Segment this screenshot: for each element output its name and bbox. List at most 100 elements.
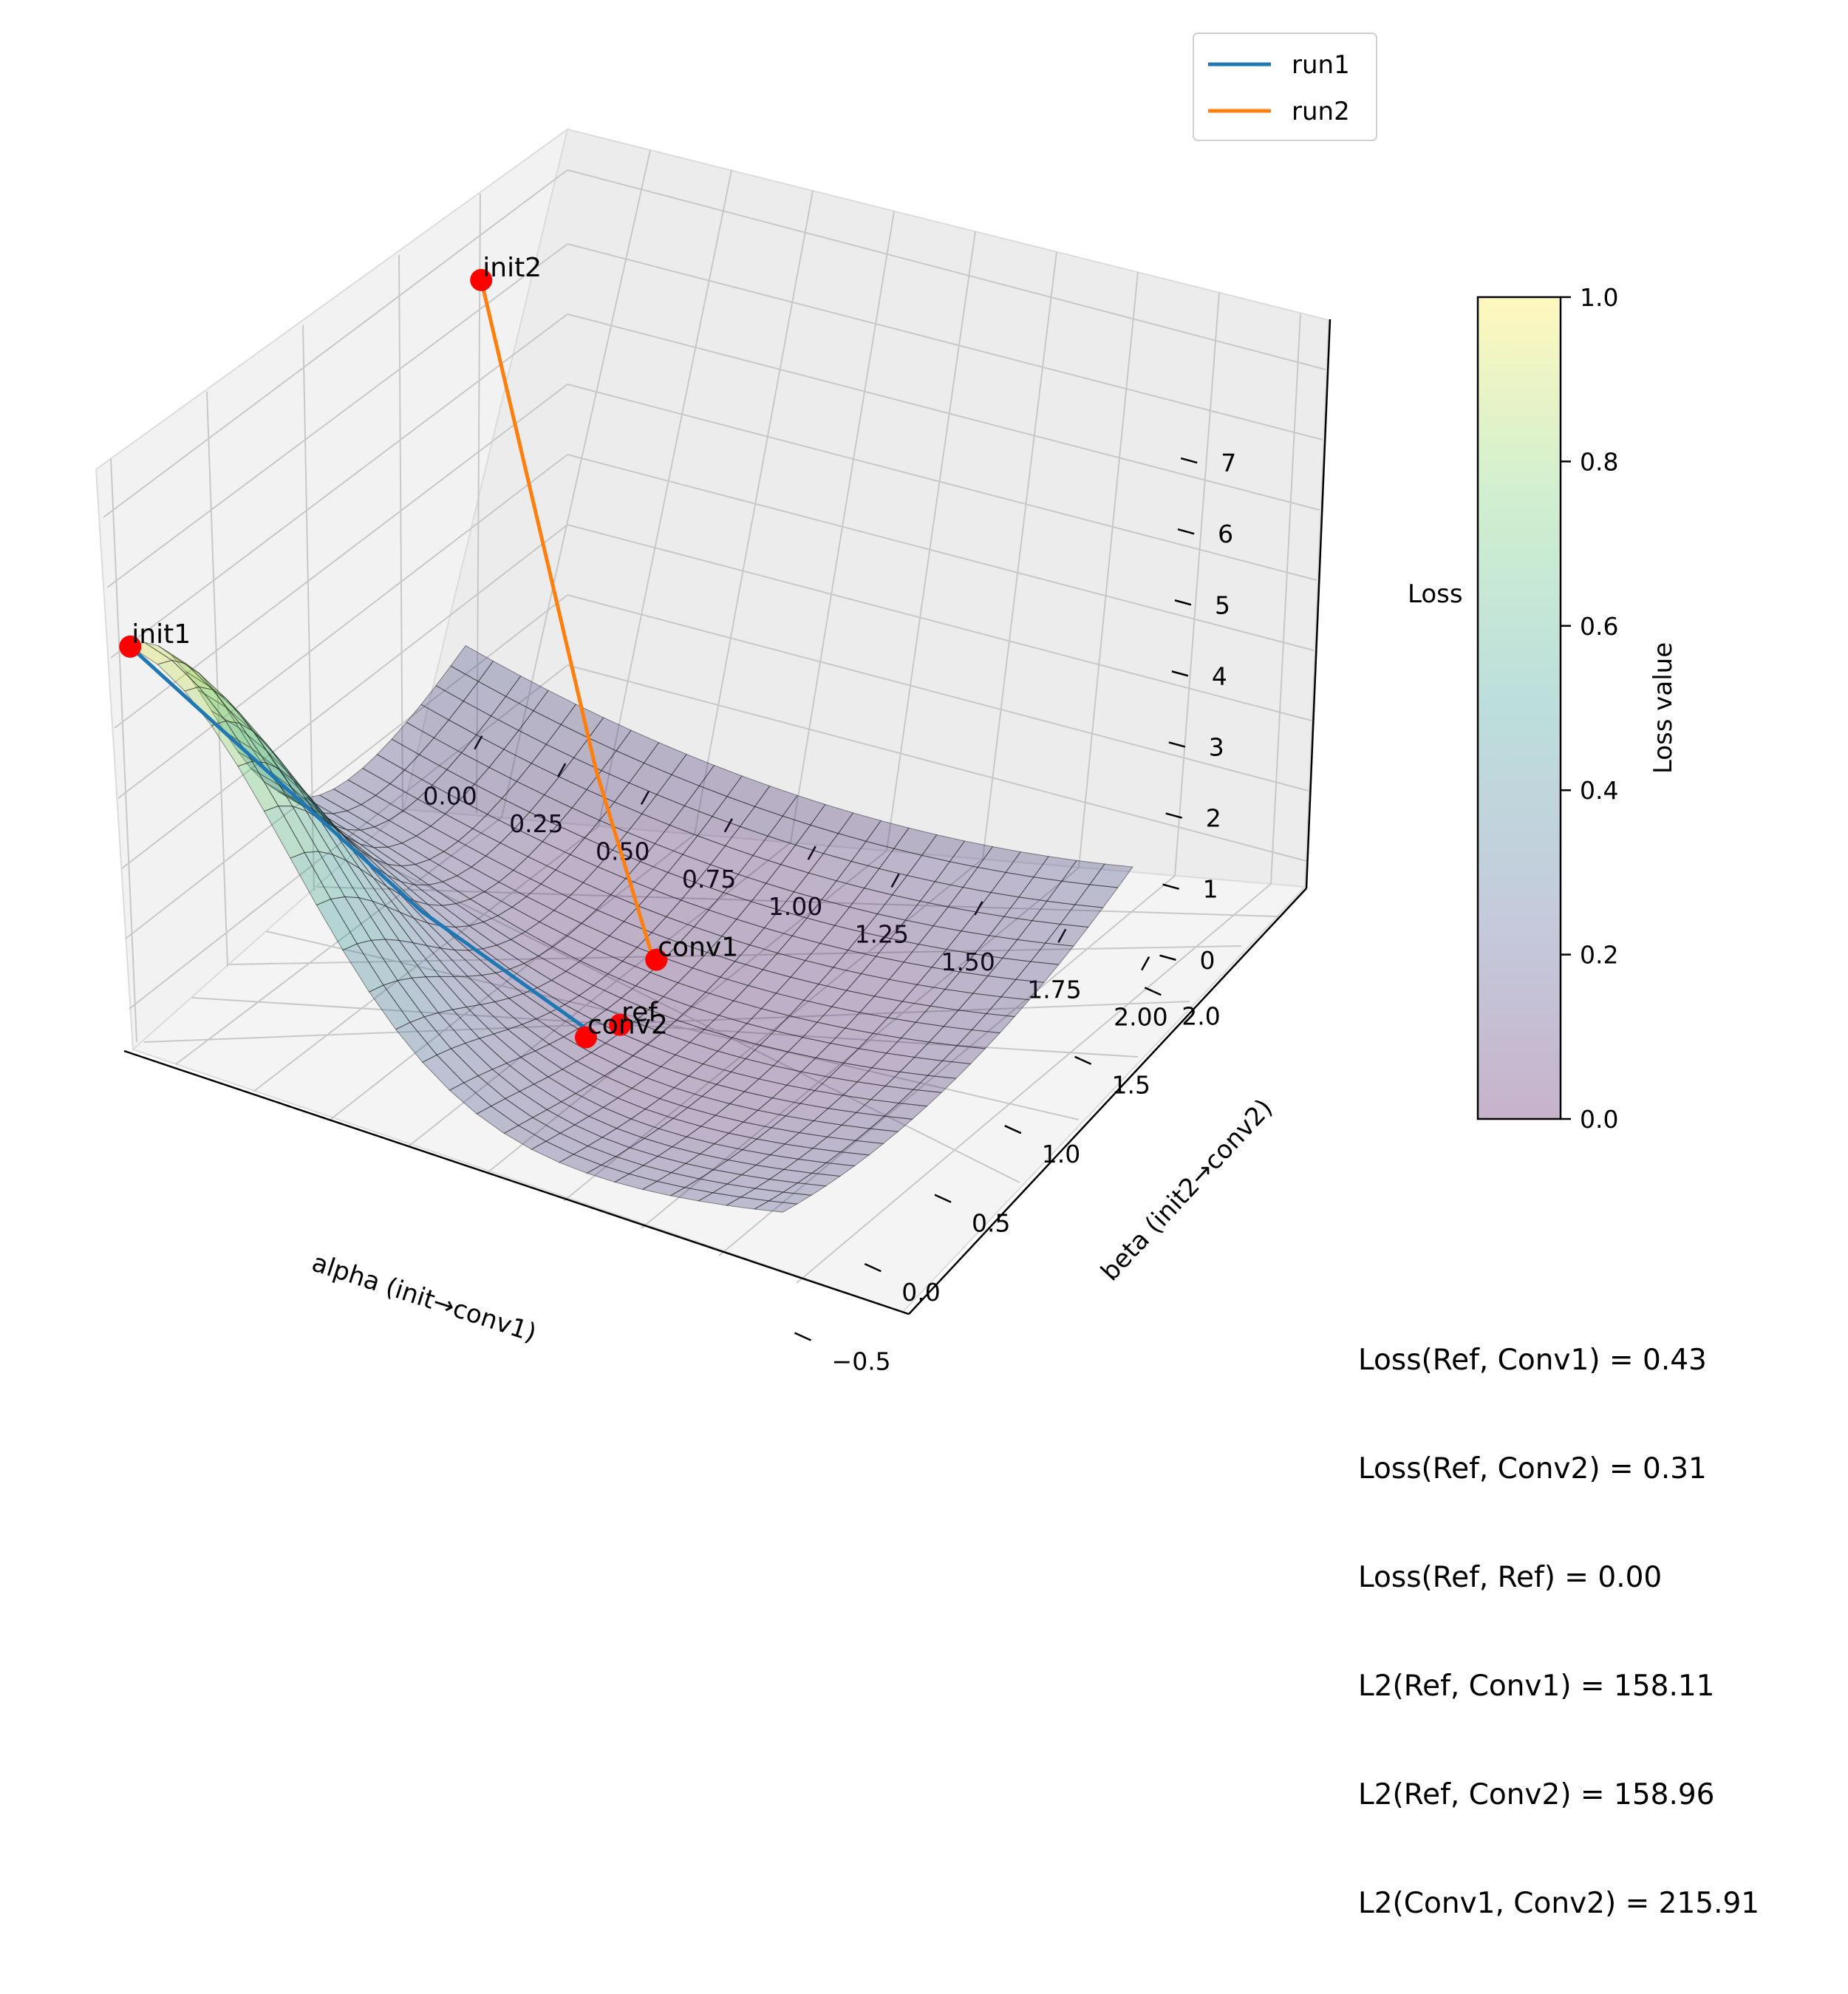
surface-patch [847,931,892,957]
z-tick-labels: 0 1 2 3 4 5 6 7 [1199,449,1236,975]
surface-patch [918,925,963,950]
surface-patch [508,993,552,1020]
x-tick-label: 0.75 [682,865,736,894]
surface-patch [715,1103,759,1123]
surface-patch [508,963,553,989]
surface-patch [628,762,672,795]
surface-patch [460,734,505,768]
surface-patch [426,904,471,928]
surface-patch [316,898,358,951]
surface-patch [293,777,334,825]
surface-patch [423,1012,466,1049]
surface-patch [767,815,811,846]
surface-patch [752,835,797,865]
surface-patch [875,938,920,963]
surface-patch [197,686,241,724]
surface-patch [687,1063,732,1085]
surface-patch [587,1106,633,1129]
surface-patch [641,1180,686,1197]
surface-patch [743,1078,788,1099]
surface-patch [845,973,890,997]
surface-patch [692,952,736,978]
x-tick-mark [640,790,650,805]
surface-patch [279,769,320,812]
surface-patch [642,1155,687,1174]
surface-patch [436,1048,480,1083]
surface-patch [750,882,795,911]
surface-patch [418,737,463,771]
surface-patch [533,690,577,726]
surface-patch [197,689,239,729]
surface-patch [238,727,280,771]
surface-patch [386,863,430,885]
surface-patch [345,860,388,908]
surface-patch [560,1092,604,1117]
z-tick-mark [1159,954,1176,961]
surface-patch [384,939,427,979]
surface-patch [697,1192,743,1206]
trajectory-run1 [129,645,587,1031]
surface-patch [912,1075,958,1093]
x-tick-label: 0.00 [423,782,477,811]
surface-patch [809,803,854,834]
surface-patch [466,975,510,1003]
surface-patch [517,1117,562,1142]
surface-patch [548,1036,593,1062]
surface-patch [443,840,487,868]
surface-patch [239,712,281,760]
surface-patch [836,860,880,889]
surface-patch [157,659,200,692]
surface-patch [725,1197,771,1210]
surface-patch [457,828,502,857]
axis-edges [123,319,1332,1316]
surface-patch [608,921,652,948]
surface-patch [904,900,949,927]
surface-patch [454,925,498,950]
surface-patch [770,1115,815,1134]
surface-patch [726,1149,771,1166]
stat-line: Loss(Ref, Conv2) = 0.31 [1358,1452,1707,1486]
surface-patch [689,1029,734,1052]
surface-patch [712,1159,757,1176]
surface-patch [667,854,712,884]
surface-patch [633,1009,678,1033]
surface-patch [854,1128,899,1144]
z-tick-label: 7 [1221,449,1236,477]
surface-patch [757,1098,802,1117]
marker-conv1 [645,948,668,971]
y-tick-label: 0.5 [972,1209,1010,1238]
surface-patch [388,810,432,837]
surface-patch [1033,856,1077,882]
surface-patch [1046,880,1091,905]
surface-patch [754,1154,799,1170]
surface-patch [318,811,361,831]
surface-patch [631,1077,675,1100]
surface-patch [941,1045,986,1064]
surface-patch [440,903,485,927]
surface-patch [403,754,448,786]
surface-patch [415,826,460,852]
surface-patch [837,812,882,842]
surface-patch [553,896,597,925]
marker-label-conv1: conv1 [658,933,738,963]
y-tick-mark [864,1262,882,1273]
surface-patch [466,1004,509,1035]
surface-patch [456,866,500,893]
surface-patch [749,927,794,954]
surface-patch [822,833,867,862]
surface-patch [680,882,725,911]
surface-patch [635,972,679,998]
surface-patch [706,936,751,962]
surface-patch [658,1117,702,1137]
z-tick-label: 4 [1212,661,1227,690]
surface-patch [536,979,580,1005]
surface-patch [558,757,602,791]
surface-patch [344,896,386,941]
surface-patch [239,723,282,771]
surface-patch [386,843,431,865]
surface-patch [643,742,687,775]
surface-patch [486,797,531,829]
surface-patch [780,844,825,874]
surface-patch [442,875,485,900]
surface-patch [726,1174,771,1189]
